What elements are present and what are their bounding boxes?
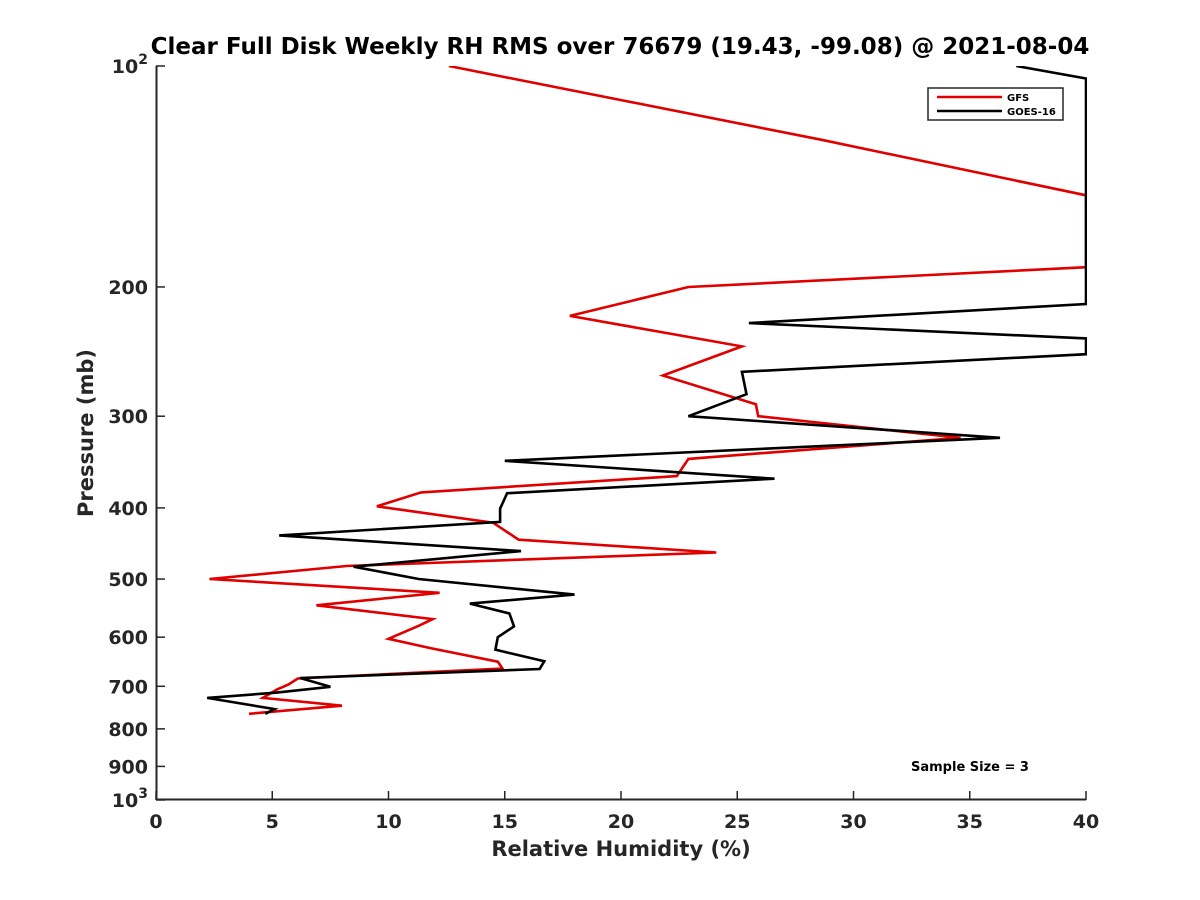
x-tick-label: 25 xyxy=(724,811,750,833)
x-tick-label: 30 xyxy=(840,811,866,833)
x-tick-label: 10 xyxy=(375,811,401,833)
plot-area: 0 5 10 15 20 25 30 35 40 102 200 300 400 500 600 700 80… xyxy=(108,52,1099,833)
y-tick-label: 800 xyxy=(108,719,148,741)
sample-size-annotation: Sample Size = 3 xyxy=(911,760,1029,775)
legend-label-gfs: GFS xyxy=(1007,93,1029,104)
y-tick-label: 500 xyxy=(108,569,148,591)
y-tick-label: 700 xyxy=(108,676,148,698)
x-tick-label: 35 xyxy=(957,811,983,833)
y-tick-label: 400 xyxy=(108,498,148,520)
x-tick-label: 20 xyxy=(608,811,634,833)
chart-title: Clear Full Disk Weekly RH RMS over 76679… xyxy=(151,34,1090,60)
y-tick-label: 600 xyxy=(108,627,148,649)
x-tick-label: 15 xyxy=(492,811,518,833)
series-layer xyxy=(206,66,1087,716)
x-axis-title: Relative Humidity (%) xyxy=(491,837,750,861)
x-tick-label: 5 xyxy=(266,811,279,833)
x-ticks: 0 5 10 15 20 25 30 35 40 xyxy=(149,791,1099,833)
series-line-goes16 xyxy=(206,66,1087,715)
y-tick-label: 900 xyxy=(108,756,148,778)
y-tick-label: 103 xyxy=(112,786,148,812)
legend-label-goes16: GOES-16 xyxy=(1007,107,1056,118)
x-tick-label: 0 xyxy=(149,811,162,833)
legend-box xyxy=(927,87,1064,121)
y-tick-label: 102 xyxy=(112,52,148,78)
x-tick-label: 40 xyxy=(1073,811,1099,833)
y-tick-label: 300 xyxy=(108,406,148,428)
y-tick-label: 200 xyxy=(108,277,148,299)
legend: GFS GOES-16 xyxy=(927,87,1064,121)
y-ticks: 102 200 300 400 500 600 700 800 900 103 xyxy=(108,52,165,812)
y-axis-title: Pressure (mb) xyxy=(74,349,98,517)
